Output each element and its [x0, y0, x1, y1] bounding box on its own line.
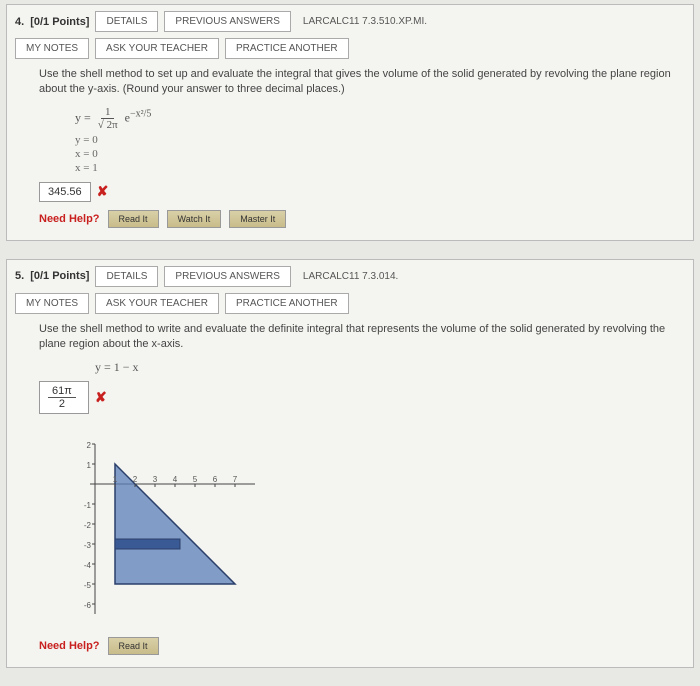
previous-answers-button[interactable]: PREVIOUS ANSWERS — [164, 266, 290, 287]
formula-denominator: √ 2π — [94, 119, 122, 131]
details-button[interactable]: DETAILS — [95, 266, 158, 287]
q4-formula: y = 1 √ 2π e−x²/5 — [75, 106, 685, 131]
need-help-label: Need Help? — [39, 640, 100, 652]
need-help-label: Need Help? — [39, 213, 100, 225]
answer-fraction: 61π 2 — [48, 385, 76, 410]
question-4: 4. [0/1 Points] DETAILS PREVIOUS ANSWERS… — [6, 4, 694, 241]
q5-graph: 2 1 -1 -2 -3 -4 -5 -6 1 2 3 4 5 6 — [55, 424, 685, 627]
q5-header-row1: 5. [0/1 Points] DETAILS PREVIOUS ANSWERS… — [15, 266, 685, 287]
q4-answer-row: 345.56 ✘ — [39, 182, 685, 202]
incorrect-icon: ✘ — [95, 389, 107, 406]
answer-input[interactable]: 61π 2 — [39, 381, 89, 414]
svg-text:6: 6 — [213, 475, 218, 484]
q5-answer-row: 61π 2 ✘ — [39, 381, 685, 414]
q5-header-row2: MY NOTES ASK YOUR TEACHER PRACTICE ANOTH… — [15, 293, 685, 314]
svg-text:1: 1 — [113, 475, 118, 484]
q4-prompt: Use the shell method to set up and evalu… — [39, 67, 681, 98]
eq-x0: x = 0 — [75, 147, 685, 161]
graph-svg: 2 1 -1 -2 -3 -4 -5 -6 1 2 3 4 5 6 — [55, 424, 275, 624]
formula-y-eq: y = — [75, 110, 91, 124]
my-notes-button[interactable]: MY NOTES — [15, 293, 89, 314]
svg-text:-3: -3 — [84, 541, 92, 550]
q4-number: 4. — [15, 16, 24, 28]
question-5: 5. [0/1 Points] DETAILS PREVIOUS ANSWERS… — [6, 259, 694, 669]
q5-prompt: Use the shell method to write and evalua… — [39, 322, 681, 353]
svg-text:4: 4 — [173, 475, 178, 484]
eq-x1: x = 1 — [75, 161, 685, 175]
master-it-button[interactable]: Master It — [229, 210, 286, 228]
svg-text:-1: -1 — [84, 501, 92, 510]
svg-text:-6: -6 — [84, 601, 92, 610]
previous-answers-button[interactable]: PREVIOUS ANSWERS — [164, 11, 290, 32]
q5-number: 5. — [15, 270, 24, 282]
formula-exponent: −x²/5 — [130, 108, 151, 119]
answer-numerator: 61π — [48, 385, 76, 398]
answer-denominator: 2 — [55, 398, 69, 410]
practice-another-button[interactable]: PRACTICE ANOTHER — [225, 293, 349, 314]
details-button[interactable]: DETAILS — [95, 11, 158, 32]
read-it-button[interactable]: Read It — [108, 210, 159, 228]
q5-points: [0/1 Points] — [30, 270, 89, 282]
q4-points: [0/1 Points] — [30, 16, 89, 28]
answer-input[interactable]: 345.56 — [39, 182, 91, 202]
incorrect-icon: ✘ — [97, 183, 109, 200]
watch-it-button[interactable]: Watch It — [167, 210, 222, 228]
svg-text:-5: -5 — [84, 581, 92, 590]
my-notes-button[interactable]: MY NOTES — [15, 38, 89, 59]
q4-need-help: Need Help? Read It Watch It Master It — [39, 210, 685, 228]
read-it-button[interactable]: Read It — [108, 637, 159, 655]
practice-another-button[interactable]: PRACTICE ANOTHER — [225, 38, 349, 59]
q5-need-help: Need Help? Read It — [39, 637, 685, 655]
svg-text:7: 7 — [233, 475, 238, 484]
svg-text:2: 2 — [133, 475, 138, 484]
q5-source: LARCALC11 7.3.014. — [303, 271, 398, 282]
q5-equation: y = 1 − x — [95, 360, 685, 375]
q4-source: LARCALC11 7.3.510.XP.MI. — [303, 16, 427, 27]
svg-text:1: 1 — [87, 461, 92, 470]
q4-header-row2: MY NOTES ASK YOUR TEACHER PRACTICE ANOTH… — [15, 38, 685, 59]
ask-teacher-button[interactable]: ASK YOUR TEACHER — [95, 38, 219, 59]
svg-text:-2: -2 — [84, 521, 92, 530]
shell-bar — [115, 539, 180, 549]
q4-header-row1: 4. [0/1 Points] DETAILS PREVIOUS ANSWERS… — [15, 11, 685, 32]
svg-text:-4: -4 — [84, 561, 92, 570]
q4-constraints: y = 0 x = 0 x = 1 — [75, 133, 685, 176]
formula-fraction: 1 √ 2π — [94, 106, 122, 131]
formula-numerator: 1 — [101, 106, 115, 119]
ask-teacher-button[interactable]: ASK YOUR TEACHER — [95, 293, 219, 314]
eq-y0: y = 0 — [75, 133, 685, 147]
svg-text:3: 3 — [153, 475, 158, 484]
y-tick-labels: 2 1 -1 -2 -3 -4 -5 -6 — [84, 441, 92, 610]
svg-text:5: 5 — [193, 475, 198, 484]
svg-text:2: 2 — [87, 441, 92, 450]
